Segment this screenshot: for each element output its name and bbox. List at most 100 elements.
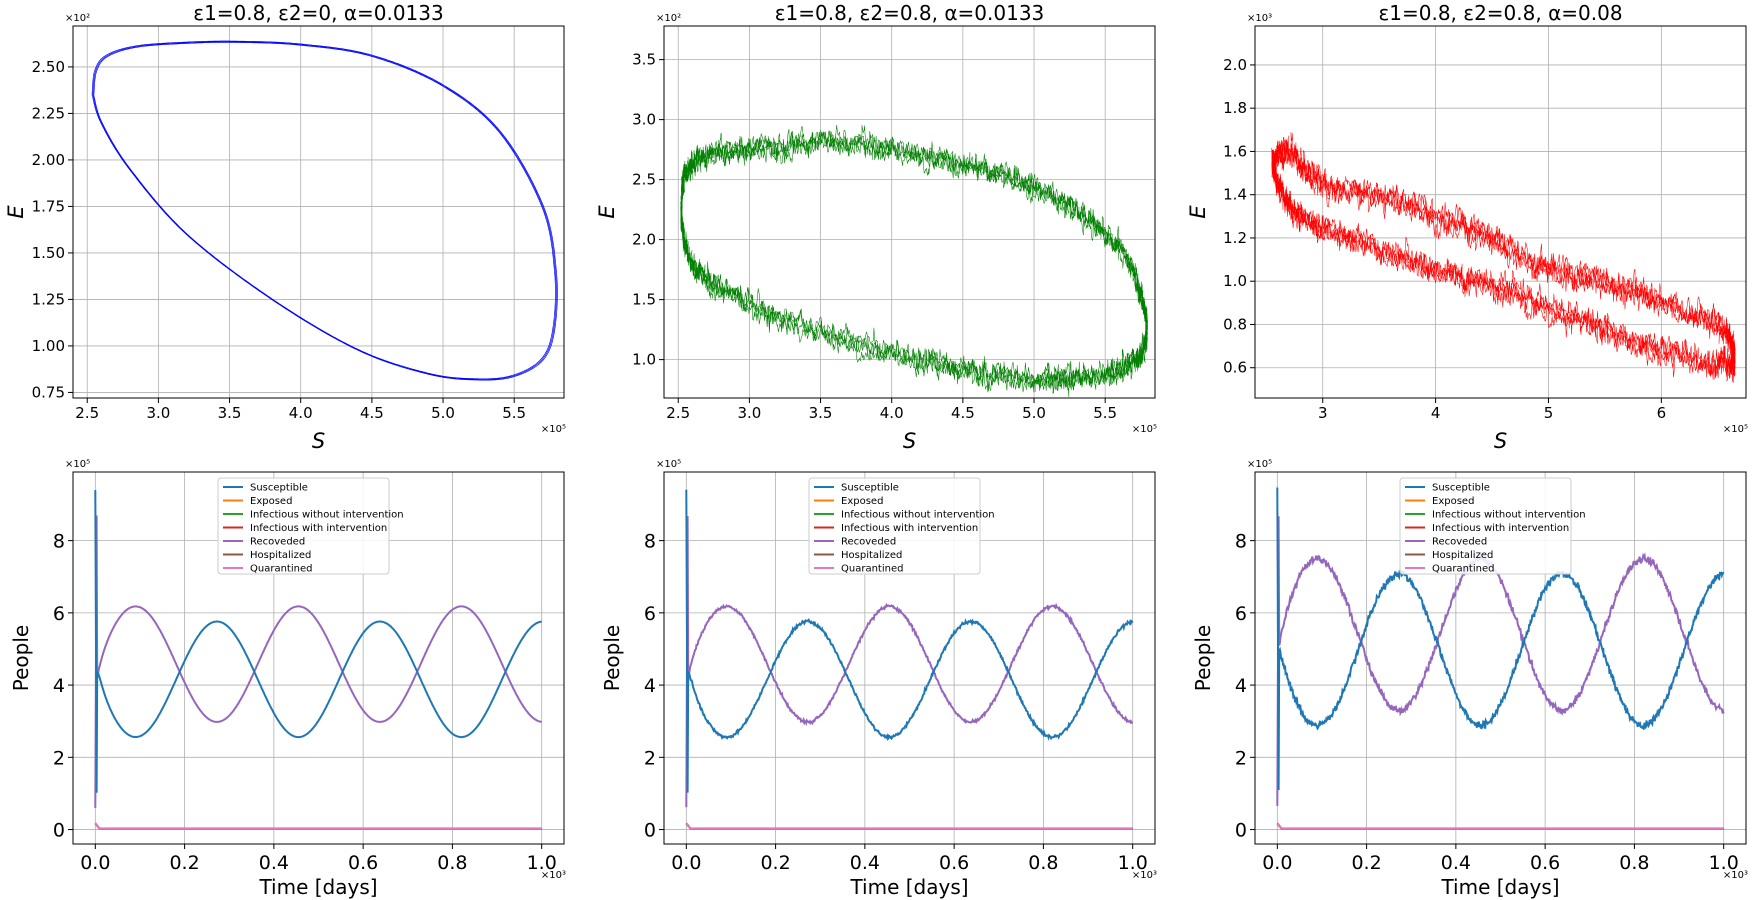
x-tick-label: 1.0 [527,852,557,874]
x-tick-label: 4.0 [289,404,313,422]
y-tick-label: 6 [644,603,656,625]
legend-box [808,477,981,575]
trajectory-line [680,124,1148,393]
legend-label: Recoveded [250,537,305,548]
legend-label: Infectious with intervention [841,523,978,534]
x-tick-label: 5.0 [431,404,455,422]
series-line-susceptible [685,489,1134,793]
legend-label: Recoveded [841,537,896,548]
x-offset-label: ×10³ [1132,870,1157,881]
plot-area [1276,487,1725,830]
plot-area [680,124,1148,397]
legend: Susceptible Exposed Infectious without int… [1399,477,1586,575]
y-offset-label: ×10⁵ [65,459,90,470]
y-offset-label: ×10² [65,13,90,24]
x-tick-label: 0.0 [80,852,110,874]
trajectory-line [91,40,558,381]
legend-label: Hospitalized [250,550,311,561]
trajectory-line [1271,135,1736,376]
y-tick-label: 8 [53,531,65,553]
y-offset-label: ×10³ [1247,13,1272,24]
x-tick-label: 5.5 [502,404,526,422]
series-line-recoveded [685,516,1134,808]
y-tick-label: 3.0 [632,111,656,129]
series-line-susceptible [1276,487,1725,791]
y-tick-label: 1.6 [1223,142,1247,160]
x-offset-label: ×10⁵ [1132,424,1157,435]
y-axis-label: People [1191,625,1215,691]
x-tick-label: 1.0 [1709,852,1739,874]
series-line-quarantined [685,822,1133,830]
legend-label: Quarantined [250,564,312,575]
y-tick-label: 4 [644,675,656,697]
x-axis-label: Time [days] [1440,875,1559,899]
y-tick-label: 2 [1235,747,1247,769]
chart-title: ε1=0.8, ε2=0, α=0.0133 [193,1,443,25]
y-tick-label: 4 [53,675,65,697]
chart-title: ε1=0.8, ε2=0.8, α=0.0133 [775,1,1045,25]
legend-label: Recoveded [1432,537,1487,548]
y-tick-label: 1.4 [1223,186,1247,204]
x-axis-label: S [1494,429,1507,453]
series-line-quarantined [94,822,542,830]
series-line-quarantined [1276,822,1724,830]
y-tick-label: 1.00 [32,337,65,355]
x-tick-label: 6 [1657,404,1667,422]
x-tick-label: 0.2 [169,852,199,874]
y-tick-label: 2.25 [32,104,65,122]
legend-label: Infectious with intervention [1432,523,1569,534]
axes-frame [1254,471,1747,845]
subplot-2: 2.5 3.0 3.5 4.0 4.5 5.0 5.5 1.0 1.5 2.0 2.5 3.0 3.5 ×… [595,1,1157,453]
x-tick-label: 0.8 [1619,852,1649,874]
x-tick-label: 0.4 [259,852,289,874]
y-tick-label: 0.75 [32,383,65,401]
legend-box [217,477,390,575]
y-tick-label: 6 [1235,603,1247,625]
axes-frame [72,25,565,399]
y-axis-label: E [595,205,619,219]
plot-area [1271,132,1736,383]
x-tick-label: 3.0 [737,404,761,422]
y-tick-label: 4 [1235,675,1247,697]
y-tick-label: 1.0 [1223,272,1247,290]
subplot-6: 0.0 0.2 0.4 0.6 0.8 1.0 0 2 4 6 8 ×10⁵ ×10³ Time [day… [1191,459,1748,899]
y-tick-label: 1.8 [1223,99,1247,117]
legend-label: Infectious without intervention [250,510,404,521]
subplot-1: 2.5 3.0 3.5 4.0 4.5 5.0 5.5 0.75 1.00 1.25 1.50 1.7… [4,1,566,453]
x-tick-label: 4.5 [360,404,384,422]
y-offset-label: ×10⁵ [1247,459,1272,470]
x-tick-label: 0.0 [671,852,701,874]
x-tick-label: 0.4 [850,852,880,874]
plot-area [685,489,1134,830]
legend-label: Exposed [1432,496,1474,507]
x-tick-label: 3.5 [809,404,833,422]
chart-title: ε1=0.8, ε2=0.8, α=0.08 [1378,1,1622,25]
x-tick-label: 4.0 [880,404,904,422]
y-offset-label: ×10² [656,13,681,24]
x-tick-label: 2.5 [666,404,690,422]
x-axis-label: S [312,429,325,453]
y-tick-label: 1.75 [32,197,65,215]
trajectory-line [1271,139,1736,379]
trajectory-line [1271,138,1736,382]
y-axis-label: People [600,625,624,691]
y-tick-label: 6 [53,603,65,625]
legend-label: Infectious with intervention [250,523,387,534]
axes-frame [1254,25,1747,399]
legend-label: Infectious without intervention [1432,510,1586,521]
y-tick-label: 0 [1235,820,1247,842]
y-tick-label: 8 [644,531,656,553]
y-tick-label: 2.0 [1223,56,1247,74]
y-tick-label: 1.0 [632,351,656,369]
y-tick-label: 8 [1235,531,1247,553]
series-line-susceptible [94,490,542,793]
x-axis-label: S [903,429,916,453]
series-line-recoveded [1276,516,1725,806]
x-offset-label: ×10³ [1723,870,1748,881]
legend-label: Susceptible [841,483,899,494]
subplot-4: 0.0 0.2 0.4 0.6 0.8 1.0 0 2 4 6 8 ×10⁵ ×10³ Time [day… [9,459,566,899]
plot-area [91,40,558,381]
subplot-3: 3 4 5 6 0.6 0.8 1.0 1.2 1.4 1.6 1.8 2.0 ×10³ ×10⁵ S Eε1… [1186,1,1748,453]
y-tick-label: 0 [644,820,656,842]
